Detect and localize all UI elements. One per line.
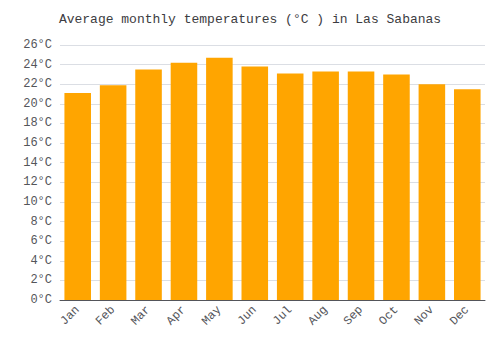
svg-text:8°C: 8°C: [30, 215, 52, 229]
svg-text:Dec: Dec: [447, 303, 472, 328]
svg-text:Average monthly temperatures (: Average monthly temperatures (°C ) in La…: [59, 12, 441, 27]
svg-text:26°C: 26°C: [23, 38, 52, 52]
svg-text:Jun: Jun: [235, 303, 260, 328]
svg-text:May: May: [199, 303, 224, 328]
svg-text:Jul: Jul: [270, 303, 295, 328]
svg-text:Jan: Jan: [58, 303, 83, 328]
svg-text:Oct: Oct: [376, 303, 401, 328]
svg-text:Apr: Apr: [164, 303, 189, 328]
svg-text:12°C: 12°C: [23, 175, 52, 189]
svg-text:Aug: Aug: [305, 303, 330, 328]
svg-text:10°C: 10°C: [23, 195, 52, 209]
svg-text:14°C: 14°C: [23, 156, 52, 170]
svg-text:Mar: Mar: [128, 303, 153, 328]
svg-text:2°C: 2°C: [30, 273, 52, 287]
svg-text:4°C: 4°C: [30, 254, 52, 268]
svg-text:Feb: Feb: [93, 303, 118, 328]
svg-text:Nov: Nov: [412, 303, 437, 328]
svg-text:6°C: 6°C: [30, 234, 52, 248]
svg-text:24°C: 24°C: [23, 58, 52, 72]
svg-text:20°C: 20°C: [23, 97, 52, 111]
svg-text:22°C: 22°C: [23, 77, 52, 91]
svg-text:0°C: 0°C: [30, 293, 52, 307]
svg-text:Sep: Sep: [341, 303, 366, 328]
svg-text:16°C: 16°C: [23, 136, 52, 150]
svg-text:18°C: 18°C: [23, 116, 52, 130]
